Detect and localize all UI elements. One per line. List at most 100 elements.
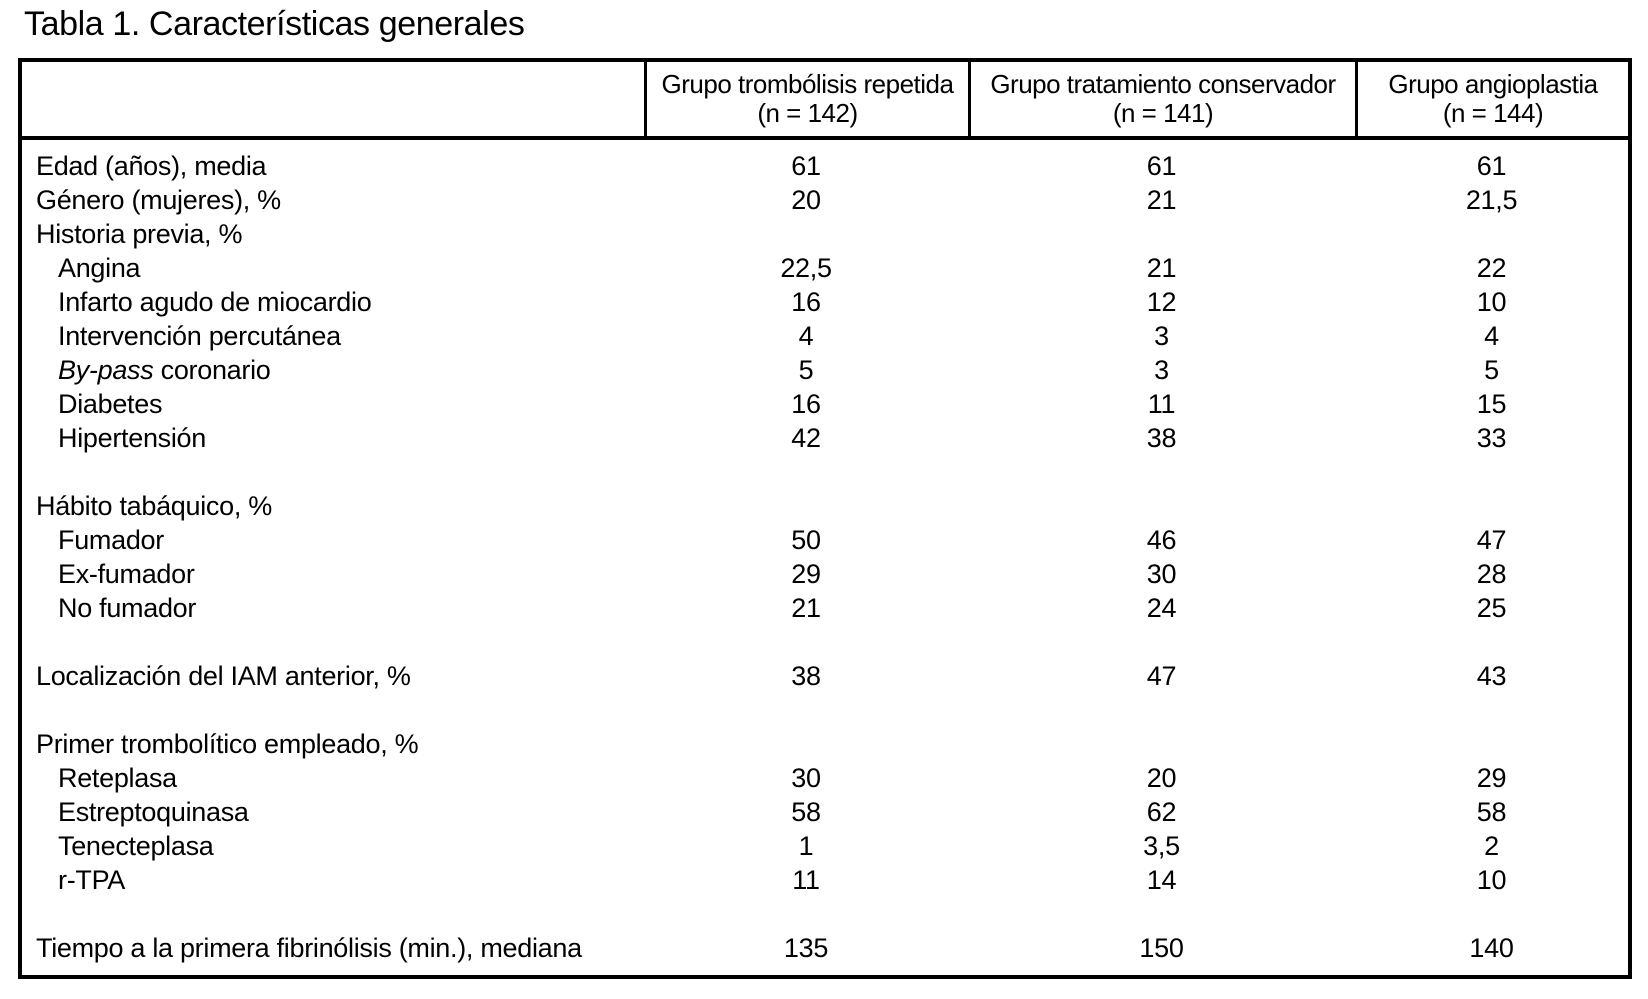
row-label: Hipertensión <box>58 423 206 453</box>
row-value: 29 <box>791 559 821 589</box>
row-value: 58 <box>1476 797 1507 827</box>
row-value: 61 <box>791 151 821 181</box>
table-caption: Tabla 1. Características generales <box>24 5 525 43</box>
column-n: (n = 144) <box>1442 98 1544 128</box>
row-label: Tenecteplasa <box>58 831 214 861</box>
column-n: (n = 141) <box>1112 98 1214 128</box>
row-value: 2 <box>1484 831 1499 861</box>
column-title: Grupo trombólisis repetida <box>661 69 954 99</box>
row-value: 20 <box>791 185 821 215</box>
characteristics-table: Grupo trombólisis repetida (n = 142) Gru… <box>18 58 1632 979</box>
row-value: 140 <box>1469 933 1514 963</box>
row-value: 16 <box>791 389 821 419</box>
spacer-row <box>22 625 1628 659</box>
table-row: Historia previa, % <box>22 217 1628 251</box>
table-body: Edad (años), media 61 61 61 Género (mujeres)… <box>22 140 1628 965</box>
header-cell-group-conservador: Grupo tratamiento conservador (n = 141) <box>968 62 1355 136</box>
row-value: 58 <box>791 797 821 827</box>
row-value: 38 <box>791 661 821 691</box>
table-row: Infarto agudo de miocardio 16 12 10 <box>22 285 1628 319</box>
row-label: Localización del IAM anterior, % <box>36 661 411 691</box>
row-value: 46 <box>1146 525 1177 555</box>
row-value: 20 <box>1146 763 1177 793</box>
row-value: 5 <box>798 355 814 385</box>
row-value: 62 <box>1146 797 1177 827</box>
row-value: 50 <box>791 525 821 555</box>
table-row: r-TPA 11 14 10 <box>22 863 1628 897</box>
row-value: 24 <box>1146 593 1177 623</box>
row-value: 5 <box>1484 355 1499 385</box>
row-value: 15 <box>1476 389 1507 419</box>
row-value: 4 <box>798 321 814 351</box>
column-title: Grupo tratamiento conservador <box>990 69 1336 99</box>
row-value: 42 <box>791 423 821 453</box>
table-row: Intervención percutánea 4 3 4 <box>22 319 1628 353</box>
row-value: 43 <box>1476 661 1507 691</box>
row-label: Tiempo a la primera fibrinólisis (min.),… <box>36 933 582 963</box>
row-value: 22 <box>1476 253 1507 283</box>
table-header-row: Grupo trombólisis repetida (n = 142) Gru… <box>22 62 1628 140</box>
row-label: Fumador <box>58 525 164 555</box>
row-label: Reteplasa <box>58 763 177 793</box>
row-value: 30 <box>1146 559 1177 589</box>
column-title: Grupo angioplastia <box>1388 69 1598 99</box>
row-value: 29 <box>1476 763 1507 793</box>
spacer-row <box>22 693 1628 727</box>
row-value: 21 <box>1146 253 1177 283</box>
row-value: 10 <box>1476 287 1507 317</box>
row-value: 14 <box>1146 865 1177 895</box>
row-value: 28 <box>1476 559 1507 589</box>
row-value: 135 <box>783 933 829 963</box>
row-label: Género (mujeres), % <box>36 185 281 215</box>
spacer-row <box>22 897 1628 931</box>
row-value: 11 <box>1147 389 1176 419</box>
row-value: 21,5 <box>1465 185 1518 215</box>
row-value: 47 <box>1476 525 1507 555</box>
row-value: 22,5 <box>780 253 832 283</box>
table-row: Hábito tabáquico, % <box>22 489 1628 523</box>
row-value: 47 <box>1146 661 1177 691</box>
table-row: Reteplasa 30 20 29 <box>22 761 1628 795</box>
table-row: Estreptoquinasa 58 62 58 <box>22 795 1628 829</box>
table-row: Angina 22,5 21 22 <box>22 251 1628 285</box>
row-label: Infarto agudo de miocardio <box>58 287 372 317</box>
row-value: 30 <box>791 763 821 793</box>
table-row: Ex-fumador 29 30 28 <box>22 557 1628 591</box>
row-label: Hábito tabáquico, % <box>36 491 272 521</box>
row-value: 3 <box>1154 355 1169 385</box>
table-row: Tenecteplasa 1 3,5 2 <box>22 829 1628 863</box>
header-cell-group-trombolisis: Grupo trombólisis repetida (n = 142) <box>644 62 968 136</box>
row-label: Historia previa, % <box>36 219 243 249</box>
row-value: 11 <box>792 865 820 895</box>
row-value: 12 <box>1146 287 1177 317</box>
table-row: Edad (años), media 61 61 61 <box>22 149 1628 183</box>
row-value: 21 <box>791 593 821 623</box>
spacer-row <box>22 455 1628 489</box>
row-label: r-TPA <box>58 865 125 895</box>
row-value: 1 <box>798 831 814 861</box>
row-value: 150 <box>1139 933 1184 963</box>
row-label: Edad (años), media <box>36 151 267 181</box>
row-label: Ex-fumador <box>58 559 195 589</box>
row-label: By-pass coronario <box>58 355 271 385</box>
row-label: Diabetes <box>58 389 163 419</box>
table-row: Localización del IAM anterior, % 38 47 43 <box>22 659 1628 693</box>
row-label: No fumador <box>58 593 197 623</box>
table-row: By-pass coronario 5 3 5 <box>22 353 1628 387</box>
header-cell-row-labels <box>22 62 644 136</box>
row-value: 61 <box>1146 151 1177 181</box>
row-label: Intervención percutánea <box>58 321 341 351</box>
row-value: 21 <box>1146 185 1177 215</box>
row-label-italic-part: By-pass <box>58 355 154 385</box>
row-value: 38 <box>1146 423 1177 453</box>
header-cell-group-angioplastia: Grupo angioplastia (n = 144) <box>1355 62 1628 136</box>
row-value: 4 <box>1484 321 1499 351</box>
table-row: Diabetes 16 11 15 <box>22 387 1628 421</box>
row-label: Estreptoquinasa <box>58 797 249 827</box>
table-row: Primer trombolítico empleado, % <box>22 727 1628 761</box>
table-row: Fumador 50 46 47 <box>22 523 1628 557</box>
column-n: (n = 142) <box>757 98 858 128</box>
row-label: Angina <box>58 253 141 283</box>
table-row: Hipertensión 42 38 33 <box>22 421 1628 455</box>
